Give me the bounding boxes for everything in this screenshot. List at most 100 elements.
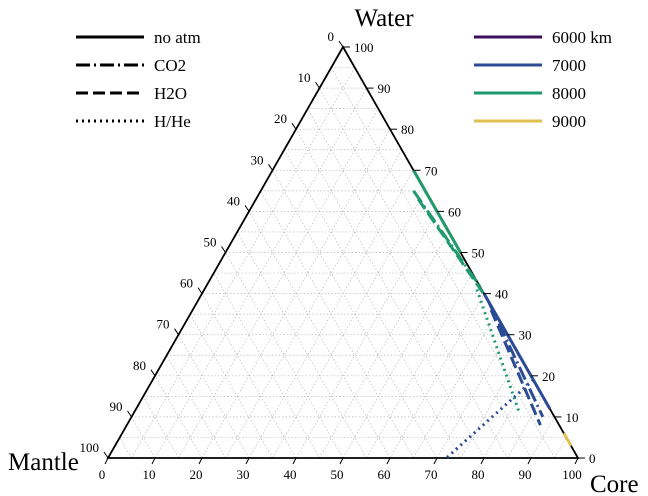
tick-label-left: 10 xyxy=(298,70,311,85)
grid-line xyxy=(554,437,567,459)
legend-color-label: 7000 xyxy=(552,56,586,75)
tick-label-right: 30 xyxy=(519,328,532,343)
curve-7000-co2 xyxy=(487,301,545,418)
grid-line xyxy=(342,252,461,459)
tick-label-bottom: 20 xyxy=(190,467,203,482)
curve-6000-hhe xyxy=(522,442,569,458)
tick-label-bottom: 70 xyxy=(425,467,438,482)
grid-line xyxy=(225,149,403,459)
tick-label-left: 0 xyxy=(328,29,335,44)
tick-mark xyxy=(338,40,344,48)
tick-mark xyxy=(244,205,250,212)
tick-label-right: 0 xyxy=(589,451,596,466)
tick-label-right: 80 xyxy=(401,122,414,137)
grid-line xyxy=(119,437,132,459)
tick-label-bottom: 100 xyxy=(562,467,582,482)
grid-line xyxy=(272,190,426,459)
tick-mark xyxy=(221,246,226,253)
tick-mark xyxy=(150,369,156,377)
curve-8000-h2o xyxy=(416,198,488,299)
curve-6000-h2o xyxy=(399,413,552,458)
grid-line xyxy=(201,293,297,459)
tick-label-left: 90 xyxy=(110,399,123,414)
corner-label-mantle: Mantle xyxy=(8,449,79,476)
tick-labels: 0 10 20 30 40 50 60 70 80 90 100010203040506070809… xyxy=(80,29,596,482)
tick-mark xyxy=(480,457,485,465)
grid-line xyxy=(295,129,485,459)
grid-line xyxy=(178,334,250,459)
tick-mark xyxy=(315,81,320,89)
corner-labels: Water Mantle Core xyxy=(8,5,639,496)
legend-color-label: 9000 xyxy=(552,112,586,131)
legend-radius: 6000 km 7000 8000 9000 xyxy=(474,28,612,131)
tick-mark xyxy=(104,457,109,465)
tick-mark xyxy=(291,122,297,130)
tick-mark xyxy=(386,457,391,465)
tick-mark xyxy=(198,457,203,465)
tick-label-left: 20 xyxy=(274,111,287,126)
tick-mark xyxy=(174,328,179,335)
tick-label-left: 30 xyxy=(251,152,264,167)
grid-line xyxy=(330,67,555,459)
tick-label-right: 20 xyxy=(542,369,555,384)
tick-mark xyxy=(151,457,156,465)
curve-9000-noatm xyxy=(562,432,573,447)
tick-label-bottom: 50 xyxy=(331,467,344,482)
tick-mark xyxy=(574,457,579,465)
tick-label-bottom: 10 xyxy=(143,467,156,482)
tick-label-right: 60 xyxy=(448,204,461,219)
grid-line xyxy=(178,108,379,459)
tick-label-left: 40 xyxy=(227,193,240,208)
corner-label-core: Core xyxy=(590,471,639,496)
tick-mark xyxy=(433,457,438,465)
tick-label-left: 70 xyxy=(157,317,170,332)
tick-mark xyxy=(268,164,273,171)
tick-label-right: 100 xyxy=(354,40,374,55)
tick-label-bottom: 0 xyxy=(99,467,106,482)
corner-label-water: Water xyxy=(354,5,414,32)
tick-mark xyxy=(245,457,250,465)
legend-style-label: CO2 xyxy=(154,56,186,75)
tick-mark xyxy=(292,457,297,465)
tick-label-bottom: 90 xyxy=(519,467,532,482)
tick-label-bottom: 80 xyxy=(472,467,485,482)
grid-line xyxy=(319,87,532,459)
grid-line xyxy=(413,313,497,459)
grid-line xyxy=(166,355,226,459)
tick-label-left: 60 xyxy=(180,276,193,291)
tick-label-bottom: 30 xyxy=(237,467,250,482)
tick-label-bottom: 60 xyxy=(378,467,391,482)
grid-line xyxy=(260,190,414,459)
curve-7000-h2o xyxy=(489,309,542,426)
grid-line xyxy=(213,272,320,459)
tick-label-left: 50 xyxy=(204,235,217,250)
ternary-grid xyxy=(119,67,567,459)
tick-label-bottom: 40 xyxy=(284,467,297,482)
tick-mark xyxy=(527,457,532,465)
tick-label-right: 70 xyxy=(425,163,438,178)
grid-line xyxy=(189,313,273,459)
grid-line xyxy=(530,416,555,459)
grid-line xyxy=(142,396,179,459)
legend-style-label: H2O xyxy=(154,84,187,103)
tick-label-left: 100 xyxy=(80,440,100,455)
tick-label-right: 10 xyxy=(566,410,579,425)
tick-mark xyxy=(127,410,132,418)
grid-line xyxy=(236,231,367,459)
grid-line xyxy=(507,396,544,459)
curve-7000-hhe xyxy=(445,378,535,460)
tick-mark xyxy=(339,457,344,465)
tick-label-right: 50 xyxy=(472,246,485,261)
grid-line xyxy=(366,272,473,459)
legend-linestyle: no atm CO2 H2O H/He xyxy=(76,28,201,131)
tick-mark xyxy=(103,451,109,459)
grid-line xyxy=(283,149,461,459)
legend-style-label: H/He xyxy=(154,112,191,131)
tick-label-right: 40 xyxy=(495,287,508,302)
grid-line xyxy=(131,416,156,459)
legend-color-label: 8000 xyxy=(552,84,586,103)
grid-line xyxy=(131,67,356,459)
tick-label-left: 80 xyxy=(133,358,146,373)
grid-line xyxy=(460,355,520,459)
